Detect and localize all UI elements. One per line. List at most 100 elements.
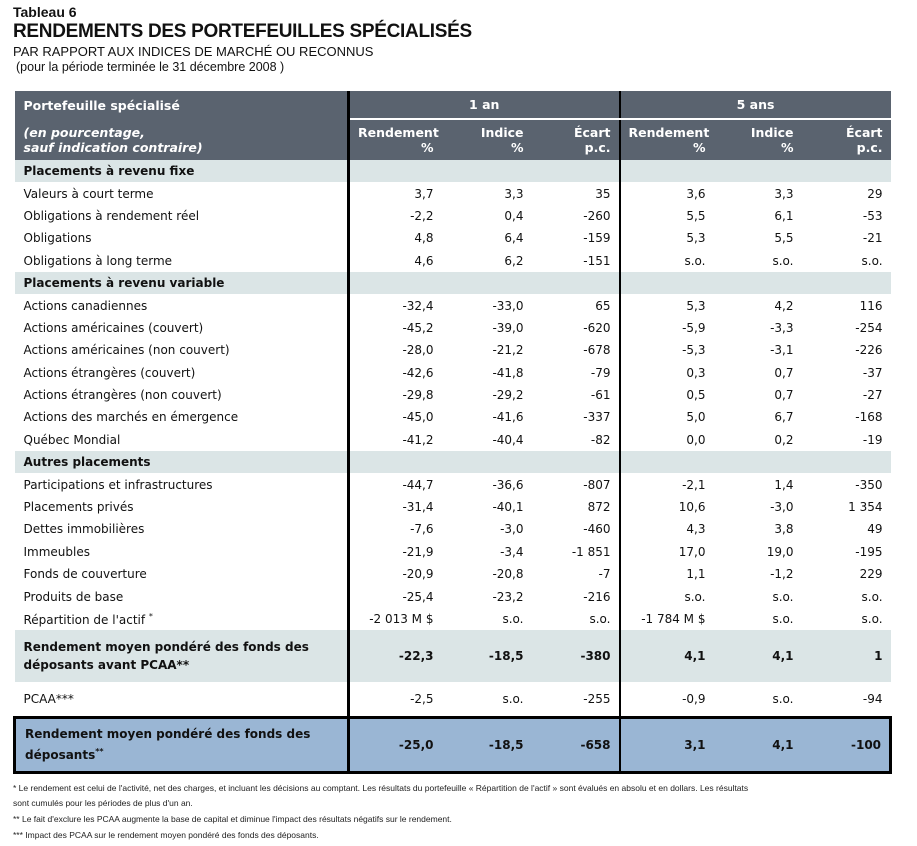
value-cell: -3,1 — [770, 343, 794, 358]
value-cell: -41,8 — [492, 365, 524, 380]
value-cell: 4,3 — [618, 518, 714, 541]
value-cell: -53 — [862, 208, 883, 223]
empty-cell — [801, 451, 891, 474]
group-5-years: 5 ans — [618, 91, 891, 120]
value-cell: -29,8 — [347, 383, 442, 407]
value-cell: -226 — [855, 343, 883, 358]
value-cell: -195 — [855, 544, 883, 559]
value-cell: 1 354 — [848, 500, 883, 515]
value-cell: s.o. — [618, 585, 714, 608]
value-cell: -33,0 — [492, 298, 524, 313]
row-label: Obligations — [15, 227, 349, 249]
value-cell: 5,3 — [618, 227, 714, 250]
value-cell: s.o. — [861, 589, 883, 604]
value-cell: -41,6 — [492, 410, 524, 425]
row-label-line-2: déposants — [25, 748, 96, 763]
value-cell: 6,7 — [774, 410, 794, 425]
group-1-year: 1 an — [347, 91, 620, 120]
value-cell: -658 — [531, 716, 620, 775]
value-cell: -29,2 — [492, 388, 524, 403]
value-cell: -27 — [862, 388, 883, 403]
row-label-line-2: déposants avant PCAA** — [23, 658, 190, 673]
row-label-text: Obligations à rendement réel — [23, 208, 200, 223]
weighted-average-before-pcaa-row: Rendement moyen pondéré des fonds des dép… — [14, 630, 891, 683]
value-cell: -36,6 — [492, 477, 524, 492]
value-cell: 5,5 — [618, 204, 714, 228]
row-label: Valeurs à court terme — [15, 182, 349, 204]
value-cell: 4,6 — [347, 249, 442, 272]
column-header: % — [441, 140, 532, 160]
column-header: Rendement — [618, 119, 714, 140]
empty-cell — [531, 160, 620, 183]
empty-cell — [801, 271, 891, 295]
value-cell: -159 — [583, 231, 611, 246]
section-title: Autres placements — [14, 451, 349, 474]
table-row: Obligations à rendement réel -2,2 0,4 -260 5… — [15, 204, 891, 228]
value-cell: 6,2 — [504, 253, 524, 268]
empty-cell — [531, 451, 620, 474]
row-label: Québec Mondial — [15, 429, 349, 451]
column-header: Rendement — [347, 119, 442, 140]
value-cell: -44,7 — [347, 473, 442, 496]
value-cell: 1,1 — [618, 563, 714, 586]
value-cell: -2,2 — [347, 204, 442, 228]
value-cell: s.o. — [772, 692, 794, 707]
empty-cell — [618, 160, 714, 183]
empty-cell — [713, 271, 802, 295]
column-header: p.c. — [801, 140, 891, 160]
row-label-text: Actions étrangères (non couvert) — [23, 388, 222, 403]
value-cell: 0,7 — [774, 388, 794, 403]
value-cell: -40,1 — [492, 500, 524, 515]
value-cell: -79 — [590, 365, 611, 380]
value-cell: 0,7 — [774, 365, 794, 380]
subheader-row-2: sauf indication contraire) %% p.c.%% p.c. — [14, 140, 891, 160]
row-label: Actions des marchés en émergence — [15, 406, 349, 428]
table-row: Dettes immobilières -7,6 -3,0 -460 4,3 3,8 49 — [15, 518, 891, 541]
value-cell: -216 — [583, 589, 611, 604]
value-cell: -37 — [862, 365, 883, 380]
value-cell: -32,4 — [347, 294, 442, 317]
table-row: Obligations 4,8 6,4 -159 5,3 5,5 -21 — [15, 227, 891, 250]
value-cell: -41,2 — [347, 428, 442, 452]
value-cell: -25,4 — [347, 585, 442, 608]
column-header: Écart — [531, 119, 620, 140]
row-label: Rendement moyen pondéré des fonds des dép… — [14, 630, 349, 683]
value-cell: 1 — [801, 630, 891, 683]
value-cell: 6,1 — [774, 208, 794, 223]
row-label: Participations et infrastructures — [15, 473, 349, 495]
weighted-average-total-row: Rendement moyen pondéré des fonds des dép… — [13, 716, 893, 775]
value-cell: 4,8 — [347, 227, 442, 250]
table-row: Actions américaines (non couvert) -28,0 -2… — [15, 339, 891, 362]
value-cell: -2,5 — [347, 682, 442, 718]
footnote: * Le rendement est celui de l'activité, … — [13, 783, 749, 793]
value-cell: -7 — [598, 567, 611, 582]
footnote: sont cumulés pour les périodes de plus d… — [13, 798, 193, 808]
portfolio-header: Portefeuille spécialisé — [14, 91, 349, 119]
value-cell: -21,2 — [492, 343, 524, 358]
column-header: Écart — [801, 119, 891, 140]
table-number: Tableau 6 — [13, 4, 77, 20]
value-cell: -807 — [583, 477, 611, 492]
page-subtitle: PAR RAPPORT AUX INDICES DE MARCHÉ OU REC… — [13, 44, 374, 59]
value-cell: -2,1 — [618, 473, 714, 496]
row-label-text: Dettes immobilières — [23, 522, 145, 537]
value-cell: 3,6 — [618, 182, 714, 205]
table-row: Actions étrangères (couvert) -42,6 -41,8 -7… — [15, 361, 891, 384]
value-cell: 3,1 — [618, 716, 714, 775]
row-label: Actions étrangères (couvert) — [15, 362, 349, 384]
value-cell: -2 013 M $ — [347, 607, 442, 631]
empty-cell — [347, 451, 442, 474]
value-cell: 3,7 — [347, 182, 442, 205]
page-title: RENDEMENTS DES PORTEFEUILLES SPÉCIALISÉS — [13, 21, 472, 42]
empty-cell — [618, 451, 714, 474]
row-label-text: Actions des marchés en émergence — [23, 410, 239, 425]
empty-cell — [441, 160, 532, 183]
row-label: Actions étrangères (non couvert) — [15, 384, 349, 406]
value-cell: s.o. — [772, 253, 794, 268]
value-cell: 4,1 — [713, 716, 802, 775]
footnote-marker: * — [148, 611, 153, 621]
value-cell: -20,9 — [347, 563, 442, 586]
value-cell: 3,3 — [504, 186, 524, 201]
value-cell: -45,0 — [347, 406, 442, 429]
value-cell: -18,5 — [441, 630, 532, 683]
